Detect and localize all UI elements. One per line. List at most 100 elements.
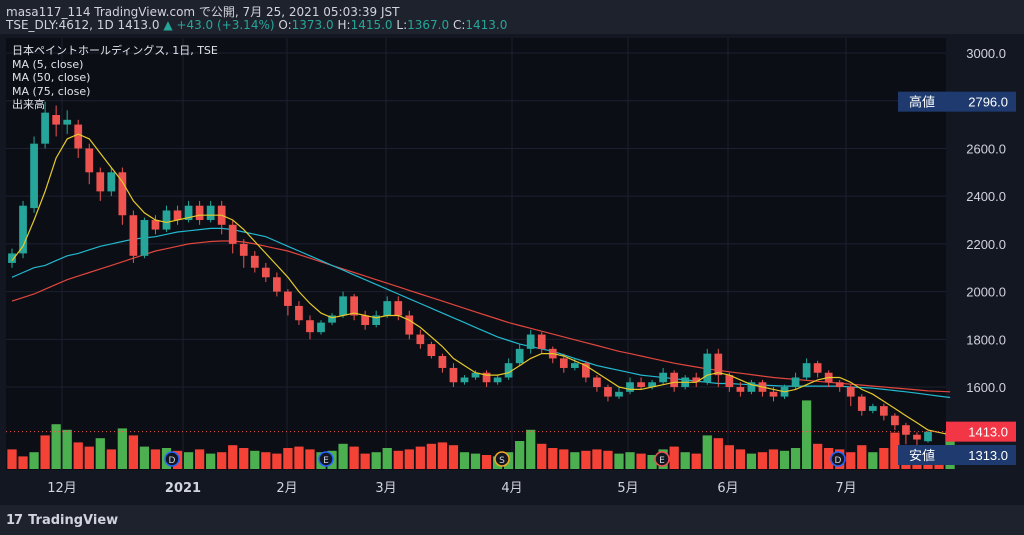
volume-bar [29,452,39,469]
volume-bar [768,449,779,469]
x-tick-label: 7月 [835,481,856,496]
volume-bar [117,428,127,469]
volume-bar [846,452,856,469]
volume-bar [779,450,790,469]
symbol-ohlc-line: TSE_DLY:4612, 1D 1413.0 ▲ +43.0 (+3.14%)… [6,18,507,32]
candle-body [140,220,149,256]
volume-bar [570,452,580,469]
candle-body [449,367,458,383]
event-marker [494,451,510,467]
volume-bar [459,452,470,469]
legend-ma50[interactable]: MA (50, close) [12,71,91,84]
x-tick-label: 4月 [501,481,522,496]
candle-body [813,363,822,373]
candle-body [306,320,314,333]
low-label: L: [396,18,408,32]
symbol-label: TSE_DLY:4612, 1D [6,18,114,32]
candle-body [526,334,535,349]
volume-bar [40,435,50,469]
candle-body [162,210,171,230]
x-tick-label: 5月 [617,481,638,496]
candle-body [118,172,127,216]
candle-body [714,353,723,376]
volume-bar [128,435,139,469]
candle-body [604,387,612,397]
last-price-value: 1413.0 [968,425,1008,440]
volume-bar [515,441,525,469]
volume-bar [106,449,116,469]
volume-bar [746,453,757,469]
candle-body [648,382,656,388]
candle-body [879,406,888,416]
candle-body [891,415,899,426]
candle-body [206,205,215,221]
volume-bar [194,449,205,469]
volume-bar [790,448,801,469]
low-tag-right [946,445,1016,465]
x-tick-label: 2月 [276,481,297,496]
y-tick-label: 1800.0 [966,332,1006,347]
high-tag-left [898,91,946,112]
volume-bar [526,429,536,469]
volume-bar [636,453,646,469]
candle-body [383,301,392,316]
volume-bar [603,450,613,469]
legend-ma75[interactable]: MA (75, close) [12,84,91,98]
candle-body [74,124,83,149]
legend-ma5[interactable]: MA (5, close) [12,57,84,71]
volume-bar [217,452,227,469]
volume-bar [669,446,679,469]
candle-body [802,363,811,378]
low-tag-left [898,445,946,465]
event-marker-label: D [835,456,842,466]
high-tag-right [946,91,1016,112]
volume-bar [691,453,701,469]
volume-bar [349,446,359,469]
last-price-tag [946,421,1016,442]
volume-bar [95,438,105,469]
candle-body [184,205,193,221]
high-tag-label: 高値 [909,95,935,111]
y-tick-label: 2400.0 [966,189,1006,204]
candle-body [361,315,370,326]
volume-bar [206,453,216,469]
close-value: 1413.0 [465,18,508,32]
volume-bar [548,448,558,469]
candle-body [372,315,381,326]
chart-footer [0,505,1024,535]
candle-body [868,406,877,411]
legend-volume[interactable]: 出来高 [12,98,45,111]
volume-bar [581,450,591,469]
candle-body [416,334,425,345]
plot-area[interactable] [6,38,946,470]
time-axis-panel [0,470,1024,505]
candle-body [228,224,237,244]
candle-body [350,296,358,316]
candle-body [460,377,469,383]
candle-body [902,425,910,435]
candle-body [96,172,105,192]
candle-body [339,296,347,316]
volume-bar [239,448,249,469]
candle-body [173,210,182,221]
x-tick-label: 6月 [717,481,738,496]
price-chart[interactable]: 3000.02800.02600.02400.02200.02000.01800… [0,0,1024,505]
volume-bar [890,432,900,469]
volume-bar [371,452,381,469]
tradingview-logo: 17 TradingView [6,513,118,528]
candle-body [273,277,281,292]
event-marker [318,451,334,467]
event-marker-label: E [323,456,329,466]
candle-body [317,322,325,333]
volume-bar [404,449,414,469]
candle-body [471,372,480,378]
candle-body [438,356,447,368]
volume-bar [592,449,602,469]
y-tick-label: 2200.0 [966,237,1006,252]
volume-bar [73,442,83,469]
y-tick-label: 1600.0 [966,380,1006,395]
volume-bar [857,445,867,469]
volume-bar [647,455,657,469]
event-marker-label: E [659,456,665,466]
high-value: 1415.0 [350,18,393,32]
